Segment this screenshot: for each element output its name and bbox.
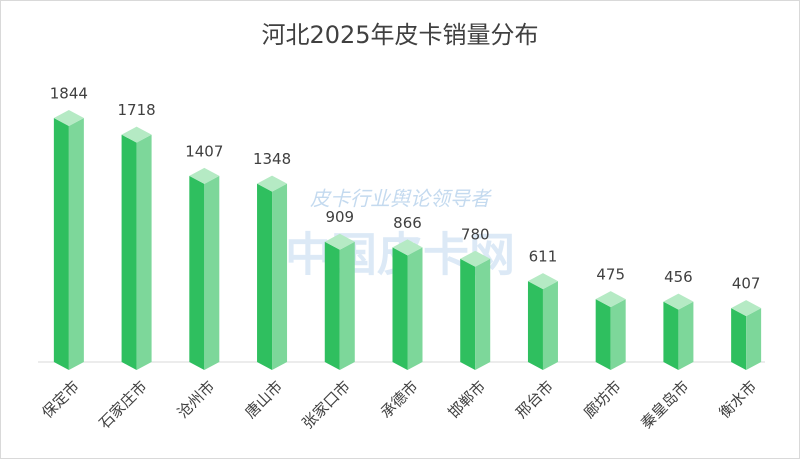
bar xyxy=(392,239,423,370)
bar-top xyxy=(595,291,626,308)
bar-left-face xyxy=(189,175,205,370)
watermark-subtitle: 皮卡行业舆论领导者 xyxy=(310,187,492,211)
bar-top xyxy=(189,167,220,184)
bar-right-face xyxy=(339,241,355,370)
bar-right-face xyxy=(136,134,152,370)
bar-right-face xyxy=(746,308,762,370)
value-label: 475 xyxy=(596,266,625,284)
value-label: 407 xyxy=(732,275,761,293)
bar-left-face xyxy=(257,183,273,370)
bar xyxy=(324,233,355,370)
chart-title: 河北2025年皮卡销量分布 xyxy=(261,21,538,49)
bar-left-face xyxy=(324,241,340,370)
bar-right-face xyxy=(204,175,220,370)
value-label: 1844 xyxy=(50,85,88,103)
bar xyxy=(121,126,152,370)
value-label: 780 xyxy=(461,225,490,243)
bar-right-face xyxy=(68,118,84,370)
bar-left-face xyxy=(663,301,679,370)
value-label: 611 xyxy=(529,248,558,266)
bar-left-face xyxy=(392,247,408,370)
bar-left-face xyxy=(121,134,137,370)
bar-left-face xyxy=(731,308,747,370)
bar-top xyxy=(53,110,84,126)
bar-top xyxy=(460,250,491,267)
bar xyxy=(189,167,220,370)
bar xyxy=(460,250,491,370)
bar-left-face xyxy=(595,299,611,370)
value-label: 1348 xyxy=(253,150,291,168)
bar-right-face xyxy=(678,301,694,370)
value-label: 866 xyxy=(393,214,422,232)
bar-top xyxy=(324,233,355,250)
value-label: 1718 xyxy=(117,101,155,119)
bar xyxy=(595,291,626,370)
bar-left-face xyxy=(527,281,543,370)
bar-top xyxy=(392,239,423,256)
value-label: 909 xyxy=(325,208,354,226)
bar-left-face xyxy=(53,118,69,370)
value-label: 1407 xyxy=(185,142,223,160)
bar-right-face xyxy=(542,281,558,370)
bar-top xyxy=(663,293,694,310)
bar xyxy=(53,110,84,370)
bar xyxy=(731,300,762,370)
bar-right-face xyxy=(610,299,626,370)
bar-top xyxy=(121,126,152,143)
bar xyxy=(663,293,694,370)
bar xyxy=(257,175,288,370)
bar xyxy=(527,273,558,370)
bar-right-face xyxy=(407,247,423,370)
value-label: 456 xyxy=(664,268,693,286)
bar-right-face xyxy=(475,258,491,370)
bar-top xyxy=(527,273,558,290)
bar-top xyxy=(731,300,762,317)
bar-left-face xyxy=(460,258,476,370)
bar-top xyxy=(257,175,288,192)
bar-right-face xyxy=(272,183,288,370)
